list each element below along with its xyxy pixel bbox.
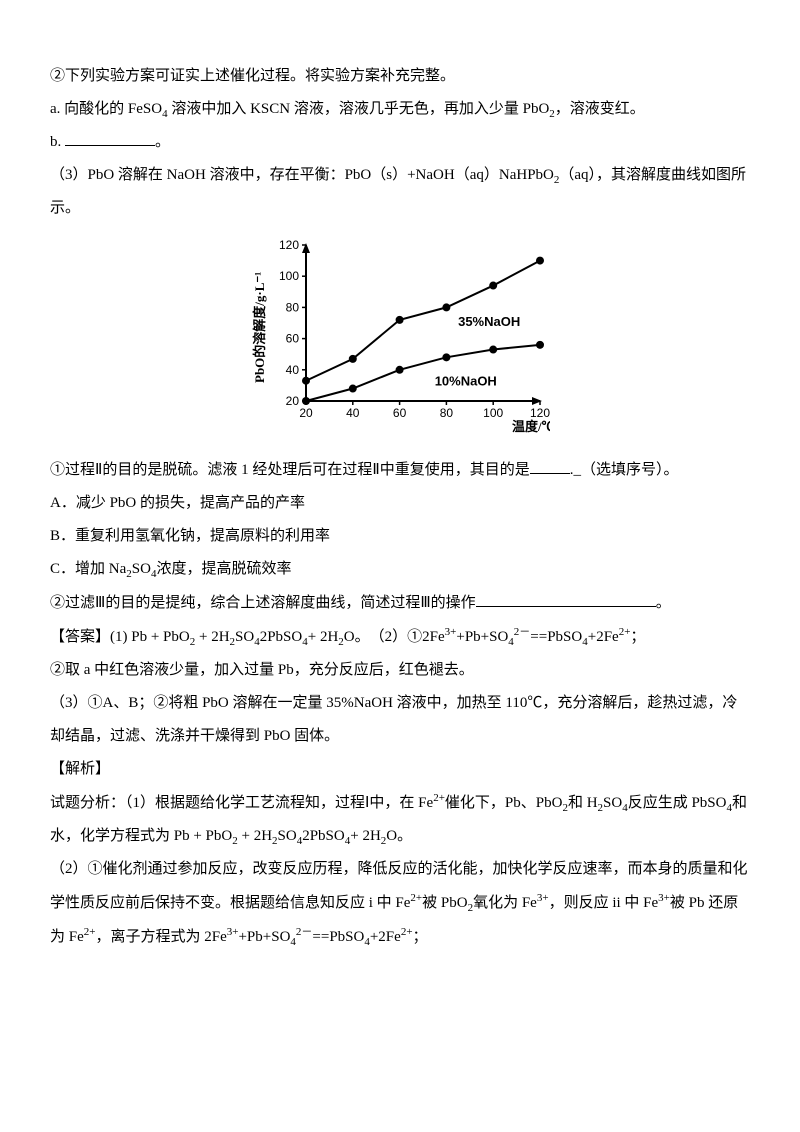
para-2: ②下列实验方案可证实上述催化过程。将实验方案补充完整。: [50, 60, 750, 93]
text: O。 （2）①2Fe: [344, 629, 445, 645]
text: + 2H: [350, 828, 381, 844]
text: 和 H: [568, 795, 598, 811]
sup-2m: 2－: [296, 926, 313, 938]
text: SO: [235, 629, 254, 645]
sup-2p: 2+: [433, 792, 445, 804]
svg-text:60: 60: [286, 332, 300, 346]
sup-3p: 3+: [227, 926, 239, 938]
svg-text:20: 20: [299, 406, 313, 420]
text: ；: [413, 929, 428, 945]
text: ._（选填序号）。: [570, 462, 679, 478]
text: +Pb+SO: [238, 929, 290, 945]
svg-text:80: 80: [440, 406, 454, 420]
solubility-chart: 20 40 60 80 100 120 20 40 60 80 100 120 35%NaOH 10%Na…: [50, 233, 750, 446]
svg-text:100: 100: [279, 270, 299, 284]
text: 催化下，Pb、PbO: [445, 795, 563, 811]
text: +2Fe: [370, 929, 401, 945]
sup-3p: 3+: [537, 892, 549, 904]
text: ①过程Ⅱ的目的是脱硫。滤液 1 经处理后可在过程Ⅱ中重复使用，其目的是: [50, 462, 530, 478]
svg-text:20: 20: [286, 394, 300, 408]
text: + 2H: [238, 828, 272, 844]
svg-text:120: 120: [279, 238, 299, 252]
text: 。: [155, 134, 170, 150]
text: SO: [132, 561, 151, 577]
text: 浓度，提高脱硫效率: [156, 561, 291, 577]
text: 氧化为 Fe: [473, 895, 537, 911]
explain-2: （2）①催化剂通过参加反应，改变反应历程，降低反应的活化能，加快化学反应速率，而…: [50, 853, 750, 954]
text: 。: [656, 595, 671, 611]
svg-text:40: 40: [286, 363, 300, 377]
svg-text:120: 120: [530, 406, 550, 420]
text: 2PbSO: [260, 629, 303, 645]
answer-1: 【答案】(1) Pb + PbO2 + 2H2SO42PbSO4+ 2H2O。 …: [50, 620, 750, 654]
text: SO: [603, 795, 622, 811]
sup-2p: 2+: [84, 926, 96, 938]
text: ，则反应 ii 中 Fe: [549, 895, 659, 911]
text: ②过滤Ⅲ的目的是提纯，综合上述溶解度曲线，简述过程Ⅲ的操作: [50, 595, 476, 611]
text: ，离子方程式为 2Fe: [95, 929, 226, 945]
option-c: C．增加 Na2SO4浓度，提高脱硫效率: [50, 553, 750, 586]
svg-text:60: 60: [393, 406, 407, 420]
text: ==PbSO: [530, 629, 582, 645]
text: ，溶液变红。: [555, 101, 645, 117]
svg-text:35%NaOH: 35%NaOH: [458, 314, 520, 329]
text: 溶液中加入 KSCN 溶液，溶液几乎无色，再加入少量 PbO: [171, 101, 549, 117]
text: ；: [630, 629, 645, 645]
svg-text:100: 100: [483, 406, 503, 420]
svg-text:10%NaOH: 10%NaOH: [435, 374, 497, 389]
explain-label: 【解析】: [50, 753, 750, 786]
blank-q2: [476, 591, 656, 607]
text: +Pb+SO: [456, 629, 508, 645]
text: 反应生成 PbSO: [628, 795, 727, 811]
sup-2p: 2+: [401, 926, 413, 938]
para-q1: ①过程Ⅱ的目的是脱硫。滤液 1 经处理后可在过程Ⅱ中重复使用，其目的是 ._（选填…: [50, 454, 750, 487]
text: O。: [386, 828, 412, 844]
text: b.: [50, 134, 65, 150]
answer-3: （3）①A、B；②将粗 PbO 溶解在一定量 35%NaOH 溶液中，加热至 1…: [50, 687, 750, 753]
para-q2: ②过滤Ⅲ的目的是提纯，综合上述溶解度曲线，简述过程Ⅲ的操作 。: [50, 587, 750, 620]
explain-1: 试题分析：（1）根据题给化学工艺流程知，过程Ⅰ中，在 Fe2+催化下，Pb、Pb…: [50, 786, 750, 853]
sup-3p: 3+: [445, 626, 457, 638]
para-3: （3）PbO 溶解在 NaOH 溶液中，存在平衡：PbO（s）+NaOH（aq）…: [50, 159, 750, 225]
option-a: A．减少 PbO 的损失，提高产品的产率: [50, 487, 750, 520]
svg-text:PbO的溶解度/g·L⁻¹: PbO的溶解度/g·L⁻¹: [252, 272, 267, 383]
text: (1) Pb + PbO: [110, 629, 190, 645]
blank-b: [65, 130, 155, 146]
text: + 2H: [195, 629, 229, 645]
option-b: B．重复利用氢氧化钠，提高原料的利用率: [50, 520, 750, 553]
svg-text:温度/℃: 温度/℃: [512, 419, 550, 433]
text: SO: [278, 828, 297, 844]
para-b: b. 。: [50, 126, 750, 159]
svg-text:40: 40: [346, 406, 360, 420]
sub-4: 4: [162, 108, 168, 120]
sup-3p: 3+: [658, 892, 670, 904]
answer-2: ②取 a 中红色溶液少量，加入过量 Pb，充分反应后，红色褪去。: [50, 654, 750, 687]
text: C．增加 Na: [50, 561, 126, 577]
text: + 2H: [308, 629, 339, 645]
sup-2m: 2－: [514, 626, 531, 638]
text: （3）PbO 溶解在 NaOH 溶液中，存在平衡：PbO（s）+NaOH（aq）…: [50, 167, 554, 183]
text: ==PbSO: [312, 929, 364, 945]
text: 2PbSO: [302, 828, 345, 844]
text: a. 向酸化的 FeSO: [50, 101, 162, 117]
svg-text:80: 80: [286, 301, 300, 315]
answer-label: 【答案】: [50, 629, 110, 645]
para-a: a. 向酸化的 FeSO4 溶液中加入 KSCN 溶液，溶液几乎无色，再加入少量…: [50, 93, 750, 126]
blank-q1: [530, 458, 570, 474]
text: +2Fe: [588, 629, 619, 645]
text: 被 PbO: [422, 895, 467, 911]
sup-2p: 2+: [619, 626, 631, 638]
sup-2p: 2+: [410, 892, 422, 904]
text: 试题分析：（1）根据题给化学工艺流程知，过程Ⅰ中，在 Fe: [50, 795, 433, 811]
